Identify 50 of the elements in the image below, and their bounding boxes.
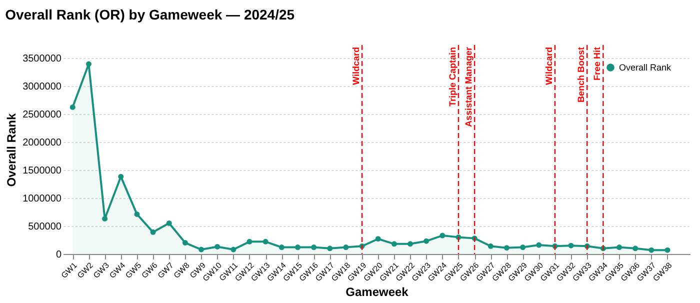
point xyxy=(375,236,381,242)
y-tick-label: 2000000 xyxy=(22,137,62,148)
point xyxy=(488,243,494,249)
point xyxy=(632,246,638,252)
point xyxy=(118,174,124,180)
point xyxy=(391,241,397,247)
point xyxy=(504,245,510,251)
point xyxy=(70,104,76,110)
point xyxy=(440,232,446,238)
y-tick-label: 3500000 xyxy=(22,53,62,64)
ref-line-label: Free Hit xyxy=(592,47,602,81)
point xyxy=(424,238,430,244)
point xyxy=(520,244,526,250)
y-tick-label: 0 xyxy=(56,250,62,260)
y-axis-title: Overall Rank xyxy=(4,112,19,187)
point xyxy=(278,244,284,250)
point xyxy=(536,242,542,248)
legend-label: Overall Rank xyxy=(619,62,672,72)
point xyxy=(648,247,654,253)
x-axis-title: Gameweek xyxy=(346,285,409,300)
point xyxy=(198,246,204,252)
ref-line-label: Wildcard xyxy=(351,47,362,85)
point xyxy=(166,220,172,226)
y-tick-label: 500000 xyxy=(28,221,62,232)
ref-line-label: Assistant Manager xyxy=(464,46,474,128)
point xyxy=(102,216,108,222)
point xyxy=(664,247,670,253)
point xyxy=(214,244,220,250)
point xyxy=(616,244,622,250)
point xyxy=(262,238,268,244)
y-tick-label: 1000000 xyxy=(22,193,62,204)
y-tick-label: 3000000 xyxy=(22,81,62,92)
point xyxy=(182,240,188,246)
chart-title: Overall Rank (OR) by Gameweek — 2024/25 xyxy=(5,6,295,22)
point xyxy=(343,244,349,250)
point xyxy=(230,246,236,252)
point xyxy=(294,244,300,250)
ref-line-label: Wildcard xyxy=(544,47,554,85)
point xyxy=(311,244,317,250)
point xyxy=(246,238,252,244)
point xyxy=(134,211,140,217)
point xyxy=(568,242,574,248)
point xyxy=(86,61,92,67)
point xyxy=(150,229,156,235)
point xyxy=(327,246,333,252)
point xyxy=(408,241,413,247)
ref-line-label: Bench Boost xyxy=(576,47,586,103)
ref-line-label: Triple Captain xyxy=(447,47,458,107)
y-tick-label: 2500000 xyxy=(22,109,62,120)
y-tick-label: 1500000 xyxy=(22,165,62,176)
